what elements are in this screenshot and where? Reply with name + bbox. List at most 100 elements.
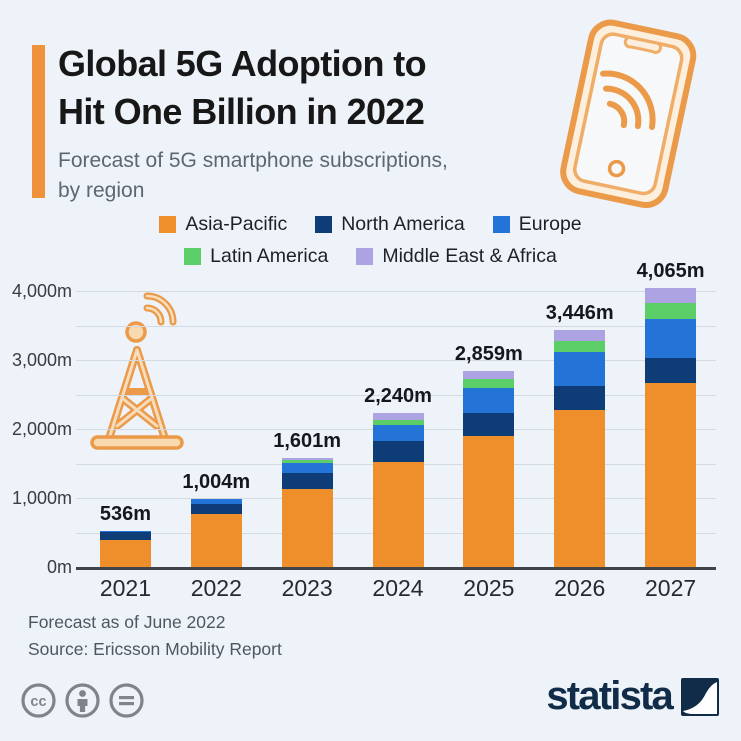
bar-total-label-2022: 1,004m bbox=[182, 470, 251, 493]
bar-segment-europe-2026 bbox=[554, 352, 606, 387]
radio-tower-icon bbox=[90, 292, 184, 450]
bar-segment-latin-america-2026 bbox=[554, 340, 606, 353]
page-title-line1: Global 5G Adoption to bbox=[58, 43, 427, 84]
bar-2021: 536m bbox=[99, 503, 151, 568]
legend-label: Latin America bbox=[210, 245, 329, 267]
legend-row: Latin America Middle East & Africa bbox=[184, 245, 557, 268]
legend-swatch-icon bbox=[315, 216, 333, 233]
bar-2027: 4,065m bbox=[637, 260, 704, 568]
statista-logo: statista bbox=[546, 674, 719, 719]
bar-segment-europe-2024 bbox=[372, 425, 424, 441]
y-axis-tick-label: 4,000m bbox=[11, 281, 72, 301]
bar-segment-middle-east-africa-2026 bbox=[554, 330, 606, 341]
bar-segment-asia-pacific-2021 bbox=[99, 540, 151, 568]
bar-2022: 1,004m bbox=[182, 471, 250, 568]
bar-segment-latin-america-2024 bbox=[372, 420, 424, 426]
page-subtitle-line2: by region bbox=[58, 178, 145, 202]
bar-total-label-2024: 2,240m bbox=[364, 385, 432, 408]
legend-item-middle-east-africa: Middle East & Africa bbox=[356, 245, 557, 268]
bar-segment-north-america-2022 bbox=[190, 504, 242, 515]
bar-segment-middle-east-africa-2025 bbox=[463, 370, 515, 380]
bar-segment-latin-america-2027 bbox=[645, 303, 697, 320]
bar-segment-europe-2022 bbox=[190, 499, 242, 505]
page-subtitle-line1: Forecast of 5G smartphone subscriptions, bbox=[58, 149, 448, 172]
bar-segment-north-america-2025 bbox=[463, 412, 515, 436]
x-axis-line bbox=[76, 567, 716, 570]
bar-2025: 2,859m bbox=[455, 343, 523, 568]
legend-label: Asia-Pacific bbox=[185, 213, 288, 235]
legend-item-asia-pacific: Asia-Pacific bbox=[159, 213, 287, 236]
gridline bbox=[76, 291, 716, 292]
bar-segment-middle-east-africa-2024 bbox=[372, 413, 424, 421]
forecast-note: Forecast as of June 2022 bbox=[28, 612, 226, 632]
statista-logo-mark bbox=[681, 677, 719, 716]
cc-nd-icon bbox=[109, 683, 144, 718]
legend-item-europe: Europe bbox=[492, 213, 582, 236]
bar-segment-north-america-2021 bbox=[99, 532, 151, 541]
bar-segment-latin-america-2023 bbox=[281, 460, 333, 464]
bar-segment-latin-america-2025 bbox=[463, 379, 515, 388]
bar-total-label-2027: 4,065m bbox=[636, 259, 705, 282]
gridline bbox=[76, 394, 716, 396]
y-axis-tick-label: 2,000m bbox=[11, 419, 72, 439]
plot-area: 536m 1,004m 1,601m 2,240m 2,859m 3,446m 4,065m bbox=[76, 260, 716, 568]
bar-2024: 2,240m bbox=[364, 385, 432, 568]
bar-segment-asia-pacific-2025 bbox=[463, 435, 515, 568]
bar-2026: 3,446m bbox=[546, 302, 614, 568]
bar-segment-north-america-2027 bbox=[645, 358, 697, 384]
bar-segment-europe-2027 bbox=[645, 319, 697, 359]
cc-license-badges: cc bbox=[20, 682, 145, 719]
x-axis-label-2024: 2024 bbox=[372, 575, 424, 601]
legend-swatch-icon bbox=[356, 248, 374, 265]
y-axis-tick-label: 0m bbox=[46, 557, 72, 577]
bar-segment-north-america-2026 bbox=[554, 386, 606, 410]
bar-segment-europe-2021 bbox=[99, 531, 151, 533]
bar-total-label-2021: 536m bbox=[99, 503, 151, 526]
bar-segment-europe-2023 bbox=[281, 463, 333, 474]
x-axis-label-2021: 2021 bbox=[99, 575, 152, 601]
legend-label: North America bbox=[341, 213, 465, 235]
page-title-line2: Hit One Billion in 2022 bbox=[58, 90, 425, 132]
legend-swatch-icon bbox=[492, 216, 510, 233]
bar-total-label-2023: 1,601m bbox=[273, 429, 342, 452]
smartphone-5g-icon bbox=[560, 19, 697, 209]
bar-total-label-2025: 2,859m bbox=[454, 342, 523, 365]
bar-2023: 1,601m bbox=[273, 430, 341, 568]
y-axis-labels: 0m 1,000m 2,000m 3,000m 4,000m bbox=[0, 281, 72, 577]
bar-segment-asia-pacific-2022 bbox=[190, 514, 242, 568]
gridline bbox=[76, 360, 716, 361]
chart-legend: Asia-Pacific North America Europe Latin Ame… bbox=[0, 213, 741, 268]
cc-attribution-icon bbox=[65, 683, 100, 718]
x-axis-label-2026: 2026 bbox=[554, 575, 606, 601]
page-subtitle: Forecast of 5G smartphone subscriptions,… bbox=[58, 146, 448, 206]
page-title: Global 5G Adoption to Hit One Billion in… bbox=[58, 40, 427, 135]
x-axis-label-2025: 2025 bbox=[463, 575, 515, 601]
legend-swatch-icon bbox=[184, 248, 202, 265]
bar-segment-europe-2025 bbox=[463, 387, 515, 413]
legend-swatch-icon bbox=[159, 216, 177, 233]
legend-label: Europe bbox=[518, 213, 582, 235]
legend-item-north-america: North America bbox=[315, 213, 465, 236]
bar-segment-asia-pacific-2027 bbox=[645, 383, 697, 568]
y-axis-tick-label: 3,000m bbox=[11, 350, 72, 370]
x-axis-label-2027: 2027 bbox=[645, 575, 697, 601]
svg-text:cc: cc bbox=[30, 694, 46, 710]
gridline bbox=[76, 325, 716, 327]
legend-item-latin-america: Latin America bbox=[184, 245, 328, 268]
bar-segment-asia-pacific-2026 bbox=[554, 409, 606, 568]
x-axis-label-2022: 2022 bbox=[190, 575, 242, 601]
bar-segment-asia-pacific-2024 bbox=[372, 461, 424, 568]
y-axis-tick-label: 1,000m bbox=[11, 488, 72, 508]
x-axis-labels: 2021 2022 2023 2024 2025 2026 2027 bbox=[80, 575, 716, 602]
bar-segment-middle-east-africa-2023 bbox=[281, 457, 333, 461]
bar-segment-north-america-2024 bbox=[372, 440, 424, 462]
legend-label: Middle East & Africa bbox=[382, 245, 557, 267]
bar-segment-asia-pacific-2023 bbox=[281, 488, 333, 568]
bar-segment-north-america-2023 bbox=[281, 473, 333, 489]
bar-segment-middle-east-africa-2027 bbox=[645, 287, 697, 304]
x-axis-label-2023: 2023 bbox=[281, 575, 333, 601]
legend-row: Asia-Pacific North America Europe bbox=[159, 213, 582, 236]
statista-wordmark: statista bbox=[546, 674, 673, 718]
source-note: Source: Ericsson Mobility Report bbox=[28, 639, 282, 659]
cc-icon: cc bbox=[21, 683, 56, 718]
